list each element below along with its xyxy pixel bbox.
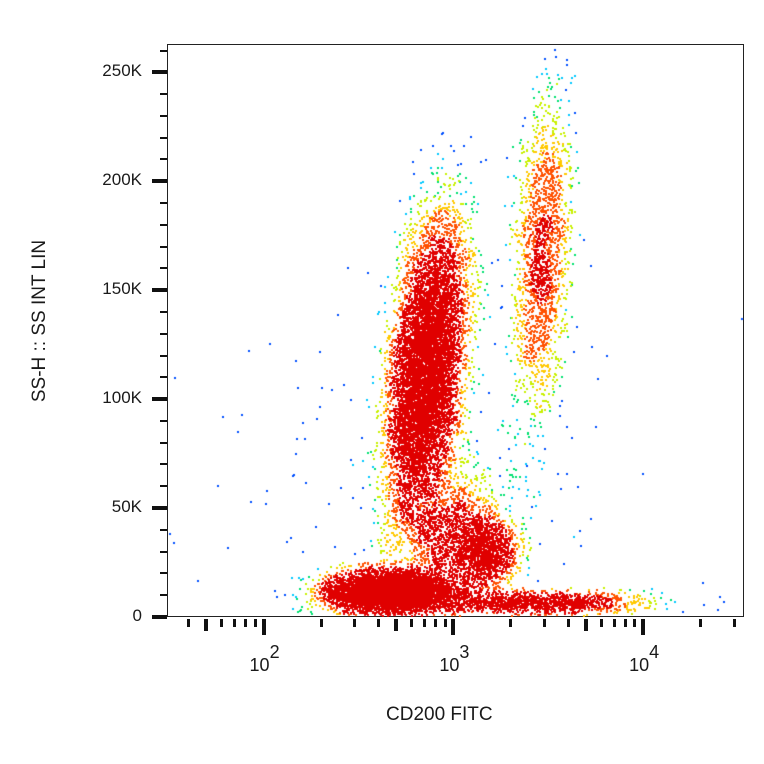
x-minor-tick [220, 619, 224, 627]
y-minor-tick [160, 158, 167, 161]
y-major-tick [152, 179, 167, 184]
y-tick-label: 200K [102, 170, 142, 190]
x-minor-tick [566, 619, 570, 627]
x-major-tick [451, 619, 456, 635]
x-axis-title: CD200 FITC [386, 704, 493, 725]
y-major-tick [152, 506, 167, 511]
x-minor-tick [244, 619, 248, 627]
y-minor-tick [160, 223, 167, 226]
x-minor-tick [542, 619, 546, 627]
y-tick-label: 150K [102, 279, 142, 299]
y-major-tick [152, 288, 167, 293]
y-minor-tick [160, 485, 167, 488]
y-tick-label: 0 [132, 606, 142, 625]
y-minor-tick [160, 267, 167, 270]
x-minor-tick [612, 619, 616, 627]
x-minor-tick [699, 619, 703, 627]
x-minor-tick [233, 619, 237, 627]
x-minor-tick [509, 619, 513, 627]
x-minor-tick [600, 619, 604, 627]
y-minor-tick [160, 594, 167, 597]
x-minor-tick [623, 619, 627, 627]
x-minor-tick [732, 619, 736, 627]
x-tick-label: 103 [439, 642, 470, 675]
y-minor-tick [160, 49, 167, 52]
y-minor-tick [160, 354, 167, 357]
x-major-tick [641, 619, 646, 635]
scatter-dot-plot [167, 44, 744, 617]
y-major-tick [152, 397, 167, 402]
y-minor-tick [160, 114, 167, 117]
y-tick-label: 100K [102, 388, 142, 408]
y-tick-label: 50K [111, 497, 142, 517]
y-minor-tick [160, 310, 167, 313]
y-minor-tick [160, 332, 167, 335]
y-minor-tick [160, 376, 167, 379]
y-minor-tick [160, 136, 167, 139]
y-minor-tick [160, 441, 167, 444]
y-minor-tick [160, 550, 167, 553]
x-minor-tick [187, 619, 190, 627]
y-minor-tick [160, 463, 167, 466]
x-tick-label: 104 [629, 642, 660, 675]
x-minor-tick [433, 619, 437, 627]
x-minor-tick [583, 619, 588, 631]
x-minor-tick [422, 619, 426, 627]
y-minor-tick [160, 245, 167, 248]
y-minor-tick [160, 572, 167, 575]
x-minor-tick [443, 619, 447, 627]
y-minor-tick [160, 528, 167, 531]
y-minor-tick [160, 202, 167, 205]
y-tick-label: 250K [102, 61, 142, 81]
x-minor-tick [204, 619, 209, 631]
x-minor-tick [410, 619, 414, 627]
x-minor-tick [633, 619, 637, 627]
x-minor-tick [376, 619, 380, 627]
x-minor-tick [253, 619, 257, 627]
x-minor-tick [319, 619, 323, 627]
x-major-tick [261, 619, 266, 635]
y-major-tick [152, 70, 167, 75]
x-tick-label: 102 [249, 642, 280, 675]
x-minor-tick [353, 619, 357, 627]
y-minor-tick [160, 419, 167, 422]
y-axis-title: SS-H :: SS INT LIN [29, 239, 50, 403]
y-minor-tick [160, 93, 167, 96]
y-major-tick [152, 615, 167, 619]
x-minor-tick [394, 619, 399, 631]
